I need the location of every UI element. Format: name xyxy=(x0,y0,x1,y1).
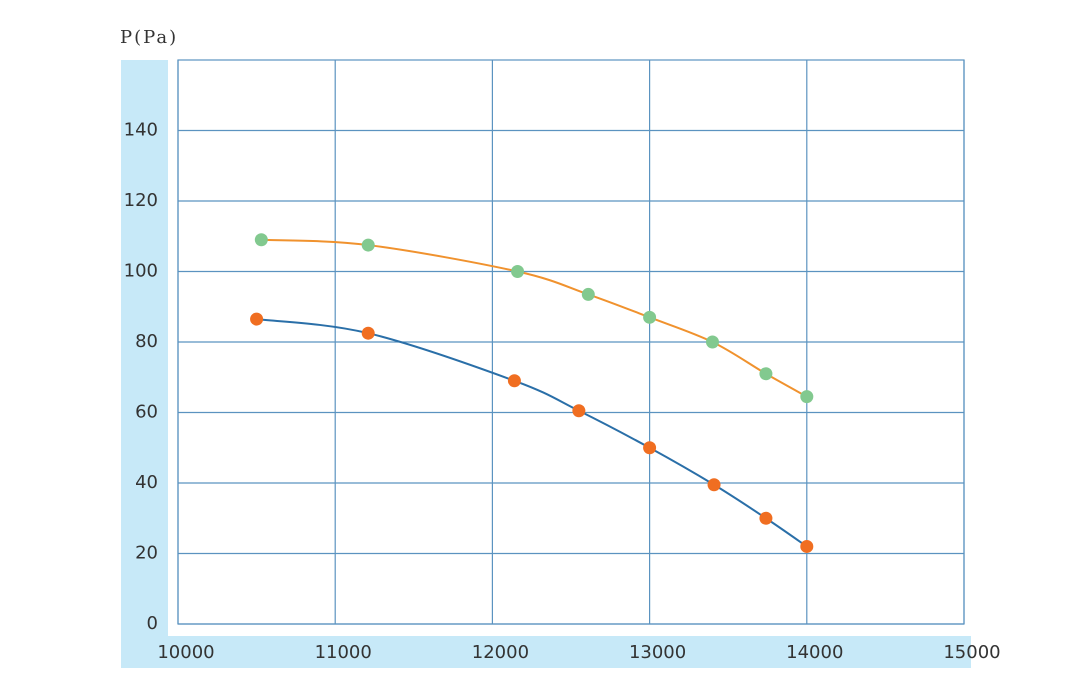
line xyxy=(256,318,808,548)
x-axis-band xyxy=(121,636,971,668)
point xyxy=(643,310,657,324)
y-tick-label: 80 xyxy=(135,331,158,352)
point xyxy=(254,233,268,247)
y-axis-band xyxy=(121,60,168,668)
point xyxy=(250,312,264,326)
point xyxy=(572,404,586,418)
point xyxy=(800,390,814,404)
point xyxy=(759,511,773,525)
y-tick-label: 40 xyxy=(135,472,158,493)
x-tick-label: 12000 xyxy=(472,642,529,663)
x-tick-label: 11000 xyxy=(315,642,372,663)
y-tick-label: 120 xyxy=(124,190,158,211)
x-tick-label: 10000 xyxy=(157,642,214,663)
point xyxy=(361,326,375,340)
point xyxy=(361,238,375,252)
point xyxy=(705,335,719,349)
x-tick-label: 15000 xyxy=(943,642,1000,663)
y-tick-label: 0 xyxy=(147,613,158,634)
y-axis-title: P(Pa) xyxy=(120,27,178,48)
point xyxy=(643,441,657,455)
y-tick-label: 140 xyxy=(124,120,158,141)
y-tick-label: 20 xyxy=(135,543,158,564)
point xyxy=(581,287,595,301)
y-tick-label: 100 xyxy=(124,261,158,282)
point xyxy=(800,539,814,553)
point xyxy=(511,265,525,278)
y-tick-label: 60 xyxy=(135,402,158,423)
x-tick-label: 14000 xyxy=(786,642,843,663)
point xyxy=(759,367,773,381)
x-tick-label: 13000 xyxy=(629,642,686,663)
point xyxy=(707,478,721,492)
line xyxy=(261,238,808,398)
point xyxy=(507,374,521,388)
